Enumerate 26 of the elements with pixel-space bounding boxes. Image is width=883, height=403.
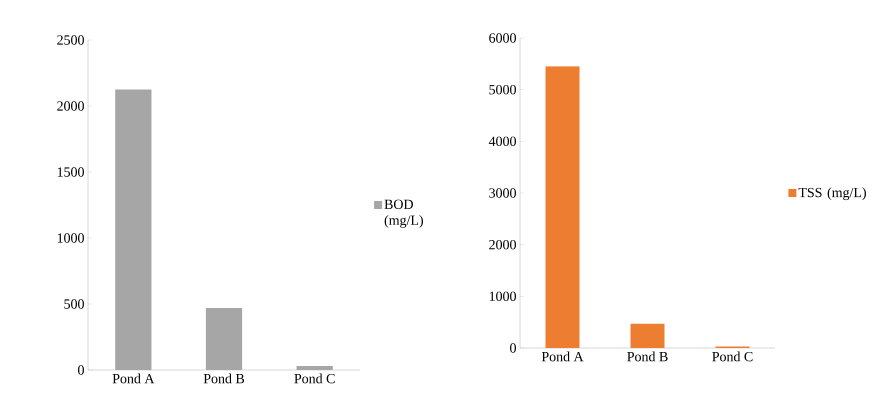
y-tick-label: 1000 xyxy=(58,233,84,243)
y-tick-label: 500 xyxy=(64,299,84,309)
legend-label: BOD (mg/L) xyxy=(384,200,423,228)
bar xyxy=(546,66,580,348)
y-tick-label: 4000 xyxy=(488,136,516,146)
bar xyxy=(296,366,333,370)
x-tick-label: Pond C xyxy=(294,374,335,384)
y-tick-label: 6000 xyxy=(489,33,516,43)
bar xyxy=(115,90,152,370)
y-tick-label: 2000 xyxy=(57,101,84,111)
y-tick-label: 0 xyxy=(78,365,84,375)
bar xyxy=(206,308,242,370)
y-tick-label: 5000 xyxy=(489,84,516,94)
y-tick-label: 2500 xyxy=(57,35,84,45)
x-tick-label: Pond C xyxy=(712,352,752,362)
x-tick-label: Pond A xyxy=(542,352,584,362)
y-tick-label: 0 xyxy=(510,343,516,353)
y-tick-label: 2000 xyxy=(489,240,516,250)
x-tick-label: Pond A xyxy=(112,374,154,384)
legend-label: TSS (mg/L) xyxy=(798,187,866,200)
x-tick-label: Pond B xyxy=(204,374,244,384)
y-tick-label: 3000 xyxy=(489,188,516,198)
y-tick-label: 1500 xyxy=(58,167,84,177)
x-tick-label: Pond B xyxy=(627,352,668,362)
bar xyxy=(630,324,665,348)
y-tick-label: 1000 xyxy=(490,292,516,302)
